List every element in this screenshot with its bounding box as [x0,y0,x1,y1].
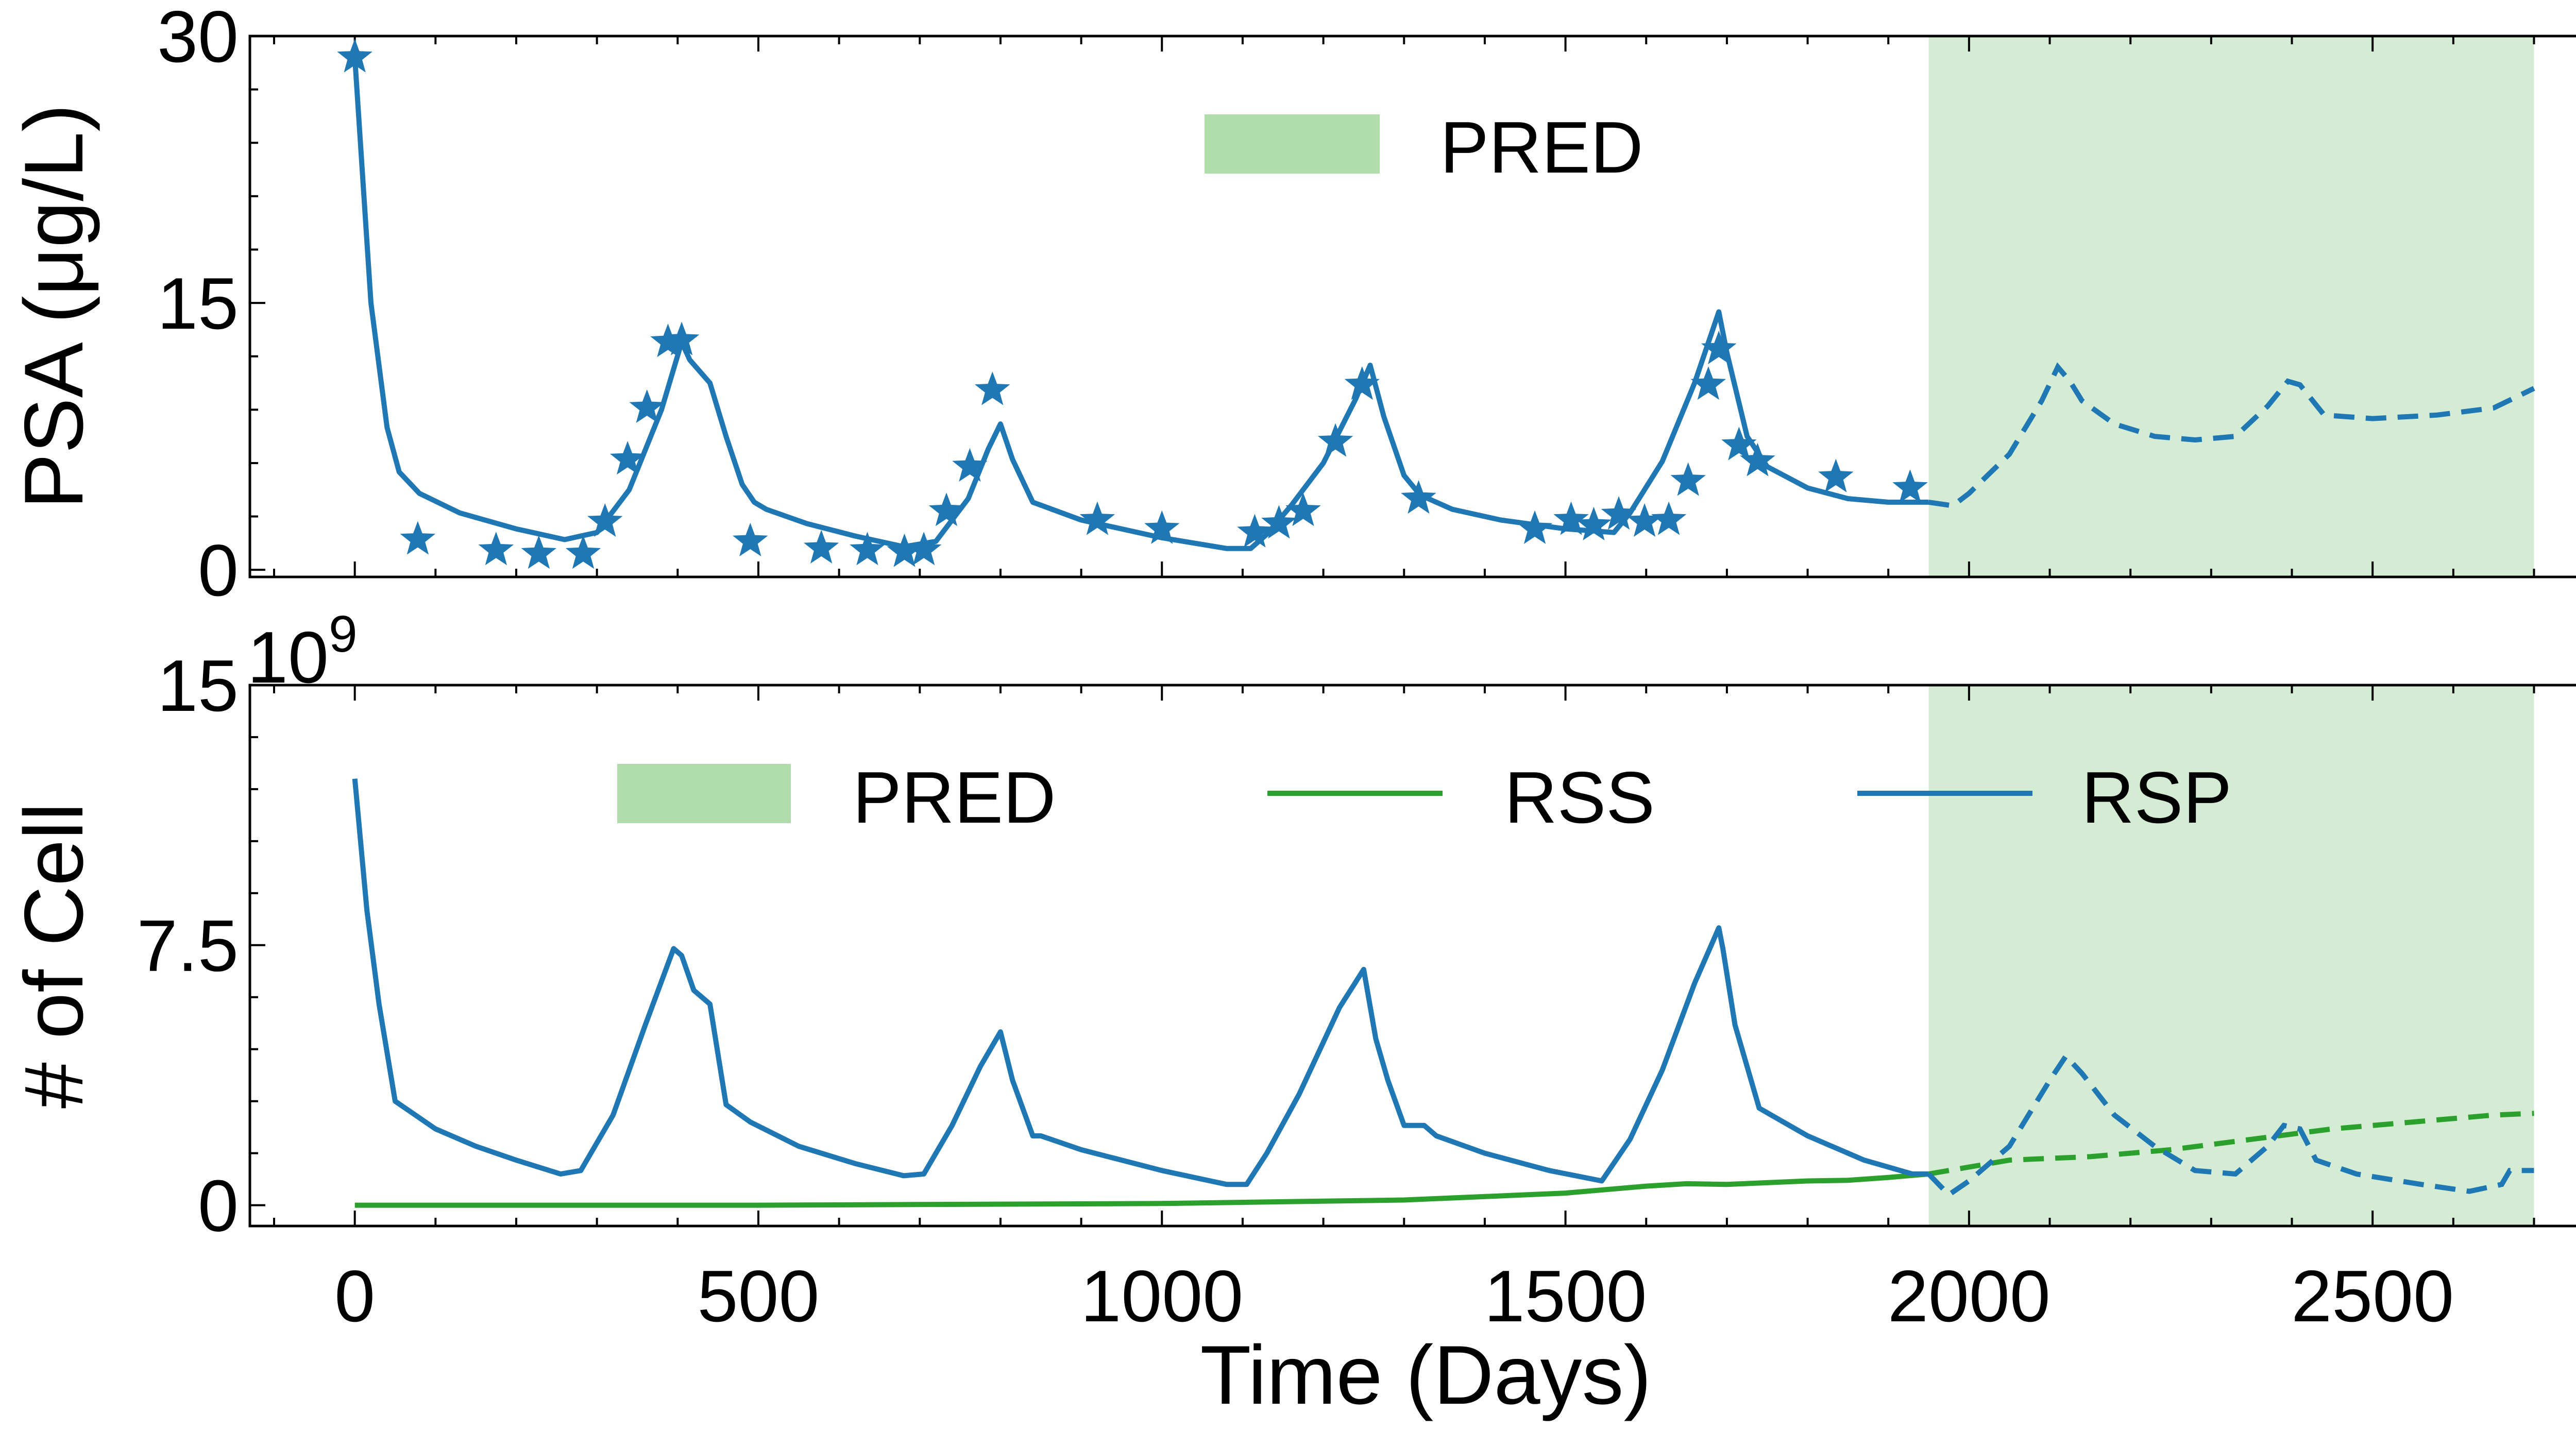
cell-tick-labels: 0 7.5 15 0 500 1000 1500 2000 2500 [137,645,2454,1337]
rss-line [354,1171,1929,1208]
x-tick-label: 500 [698,1255,820,1337]
psa-measurement-point [850,532,885,566]
psa-measurement-point [1553,501,1589,535]
y-tick-label: 0 [198,530,239,611]
psa-measurement-point [1601,496,1637,530]
psa-measurement-point [1701,330,1737,364]
cell-series [352,778,2534,1208]
psa-measurement-point [1670,462,1706,496]
x-tick-label: 0 [334,1255,375,1337]
y-tick-label: 15 [157,263,239,345]
psa-measurement-point [1576,506,1612,540]
psa-measurement-point [1079,501,1115,535]
psa-measurement-point [1892,469,1928,503]
psa-measurement-point [478,532,514,566]
psa-measurement-point [803,530,839,564]
psa-measurement-point [975,371,1010,405]
cell-prediction-region [1928,685,2534,1226]
legend-pred-label: PRED [1440,107,1643,189]
psa-measurement-point [1740,442,1775,476]
x-tick-label: 2000 [1888,1255,2050,1337]
rsp-line [352,778,1929,1187]
psa-y-axis-label: PSA (μg/L) [7,104,100,509]
x-tick-label: 1500 [1484,1255,1647,1337]
cell-y-axis-label: # of Cell [7,803,100,1109]
psa-measurement-point [629,389,665,423]
psa-measurement-point [565,535,601,569]
cell-legend: PRED RSS RSP [617,757,2232,839]
legend-pred-label: PRED [853,757,1056,839]
psa-axis-ticks [250,35,2535,577]
time-x-axis-label: Time (Days) [1200,1329,1652,1422]
y-tick-label: 30 [157,0,239,78]
legend-pred-patch [1205,114,1380,174]
psa-measurement-point [609,441,646,475]
psa-measurement-point [952,448,988,482]
psa-fit-line [352,57,1929,551]
psa-measurement-point [1261,505,1297,539]
psa-measurement-point [1626,503,1663,537]
psa-measurement-point [650,324,686,358]
psa-measurement-point [1344,366,1380,400]
legend-rsp-label: RSP [2081,757,2232,839]
psa-series [337,39,2535,569]
y-tick-label: 7.5 [137,905,239,987]
psa-measurement-point [1237,514,1273,548]
rss-prediction-line [1928,1111,2534,1177]
psa-measurement-point [587,503,623,537]
psa-measurement-point [1517,510,1553,544]
cell-plot-frame [248,684,2576,1228]
psa-measurement-point [906,532,942,566]
psa-measurement-point [1317,423,1353,457]
rsp-prediction-line [1926,1052,2534,1198]
psa-measurement-point [1651,501,1687,535]
psa-measurement-point [337,39,372,73]
x-tick-label: 2500 [2291,1255,2454,1337]
psa-measurement-point [1401,480,1436,514]
psa-chart-panel: 0 15 30 PSA (μg/L) PRED [7,0,2576,611]
psa-measurement-point [1144,510,1180,544]
psa-measurement-point [521,535,557,569]
psa-prediction-line [1928,362,2535,509]
y-tick-label: 0 [198,1165,239,1247]
psa-measurement-point [928,492,964,526]
psa-measurement-point [1690,366,1726,400]
psa-measurement-point [400,521,436,555]
x-tick-label: 1000 [1080,1255,1243,1337]
psa-measurement-point [1721,427,1757,461]
psa-legend: PRED [1205,107,1643,189]
psa-prediction-region [1928,36,2534,577]
psa-measurement-point [733,522,768,556]
y-tick-label: 15 [157,645,239,727]
psa-measurement-point [1818,458,1854,492]
cell-axis-ticks [250,684,2535,1226]
psa-measurement-point [887,533,922,567]
legend-pred-patch [617,764,791,823]
psa-measurement-point [1285,492,1321,526]
psa-plot-frame [248,35,2576,578]
legend-rss-label: RSS [1504,757,1655,839]
psa-y-tick-labels: 0 15 30 [157,0,239,611]
psa-measurement-point [664,321,700,355]
